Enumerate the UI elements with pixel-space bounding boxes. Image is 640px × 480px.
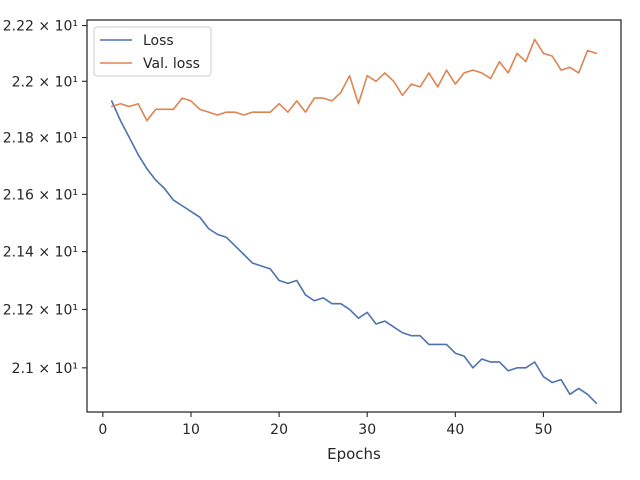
y-tick-label: 2.1 × 10¹ xyxy=(12,361,78,377)
x-axis: 0 10 20 30 40 50 xyxy=(98,412,552,438)
y-tick-label: 2.16 × 10¹ xyxy=(3,187,78,203)
x-axis-label: Epochs xyxy=(327,445,381,463)
series-layer xyxy=(110,38,598,404)
x-tick-label: 10 xyxy=(182,422,200,438)
x-tick-label: 0 xyxy=(98,422,107,438)
y-tick-label: 2.22 × 10¹ xyxy=(3,19,78,35)
y-tick-label: 2.2 × 10¹ xyxy=(12,74,78,90)
legend-label-val-loss: Val. loss xyxy=(143,56,200,72)
y-tick-label: 2.12 × 10¹ xyxy=(3,302,78,318)
x-tick-label: 40 xyxy=(446,422,464,438)
legend-label-loss: Loss xyxy=(143,33,174,49)
y-axis: 2.1 × 10¹ 2.12 × 10¹ 2.14 × 10¹ 2.16 × 10¹ 2… xyxy=(3,19,87,377)
plot-frame xyxy=(86,19,622,413)
x-tick-label: 20 xyxy=(270,422,288,438)
series-line-val-loss xyxy=(110,38,598,122)
y-tick-label: 2.18 × 10¹ xyxy=(3,131,78,147)
x-tick-label: 30 xyxy=(358,422,376,438)
y-tick-label: 2.14 × 10¹ xyxy=(3,245,78,261)
x-tick-label: 50 xyxy=(535,422,553,438)
legend: Loss Val. loss xyxy=(93,26,212,77)
series-line-loss xyxy=(110,100,598,404)
